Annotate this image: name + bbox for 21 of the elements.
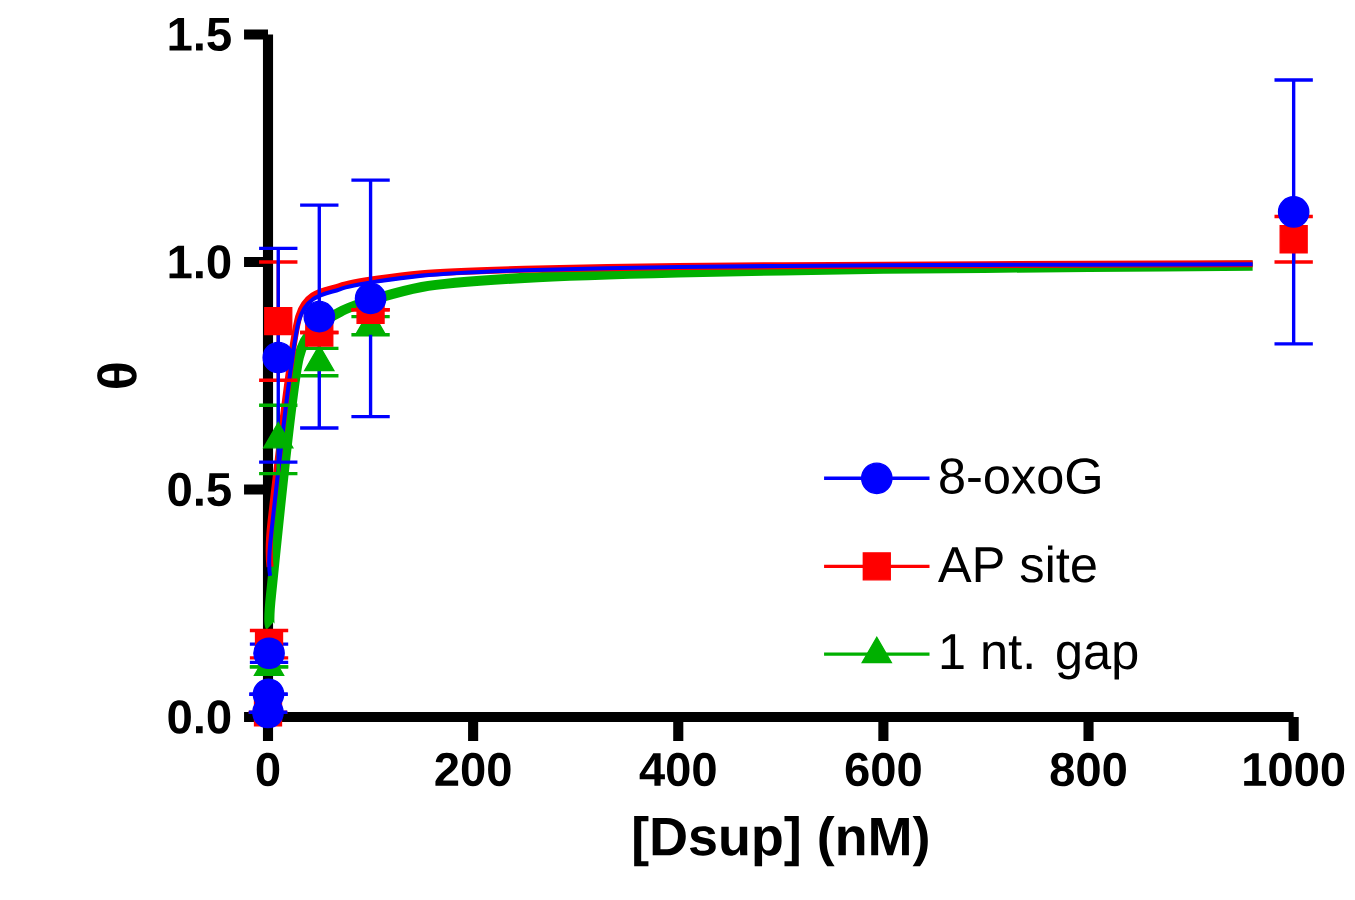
- y-tick-label: 0.5: [168, 472, 231, 507]
- point: [262, 341, 295, 374]
- y-tick-label: 1.0: [169, 245, 231, 279]
- point: [1279, 225, 1308, 254]
- x-tick-label: 0: [256, 752, 280, 787]
- x-tick-label: 400: [639, 752, 716, 787]
- x-tick-label: 800: [1050, 752, 1126, 787]
- x-axis-title: [Dsup] (nM): [634, 816, 928, 867]
- legend-label: 1 nt. gap: [941, 634, 1138, 680]
- legend-label: AP site: [938, 545, 1096, 583]
- point: [253, 637, 285, 670]
- y-axis-title: θ: [97, 363, 137, 388]
- x-tick-label: 600: [845, 752, 921, 787]
- point: [354, 282, 387, 315]
- point: [1277, 196, 1310, 228]
- point: [264, 306, 293, 336]
- x-tick-label: 200: [435, 752, 511, 787]
- y-tick-label: 1.5: [169, 18, 231, 51]
- y-tick-label: 0.0: [168, 700, 231, 734]
- x-tick-label: 1000: [1244, 752, 1345, 787]
- legend-label: 8-oxoG: [940, 458, 1100, 494]
